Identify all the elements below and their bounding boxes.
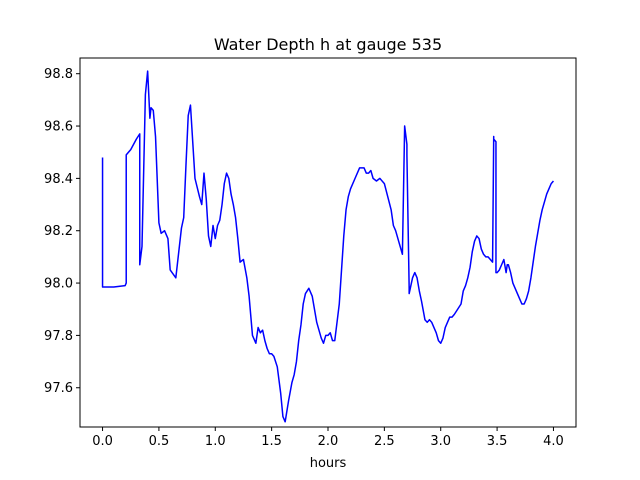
y-tick-label: 98.6	[44, 120, 73, 135]
x-tick-label: 1.0	[205, 434, 226, 449]
y-tick-label: 98.2	[44, 224, 73, 239]
x-tick-label: 3.0	[430, 434, 451, 449]
chart-title: Water Depth h at gauge 535	[214, 35, 442, 54]
y-tick-label: 98.0	[44, 277, 73, 292]
y-tick-label: 97.6	[44, 381, 73, 396]
plot-area	[101, 70, 555, 423]
y-tick-label: 97.8	[44, 329, 73, 344]
axes-frame	[79, 57, 577, 428]
x-tick-label: 0.5	[149, 434, 170, 449]
series-line-0	[101, 70, 555, 423]
x-axis: 0.0 0.5 1.0 1.5 2.0 2.5 3.0 3.5 4.0	[92, 427, 564, 449]
y-tick-label: 98.4	[44, 172, 73, 187]
y-tick-label: 98.8	[44, 67, 73, 82]
x-tick-label: 4.0	[543, 434, 564, 449]
x-tick-label: 0.0	[92, 434, 113, 449]
y-axis: 97.6 97.8 98.0 98.2 98.4 98.6 98.8	[44, 67, 80, 396]
x-tick-label: 1.5	[261, 434, 282, 449]
x-tick-label: 2.0	[318, 434, 339, 449]
x-tick-label: 2.5	[374, 434, 395, 449]
x-tick-label: 3.5	[487, 434, 508, 449]
x-axis-label: hours	[310, 456, 347, 471]
